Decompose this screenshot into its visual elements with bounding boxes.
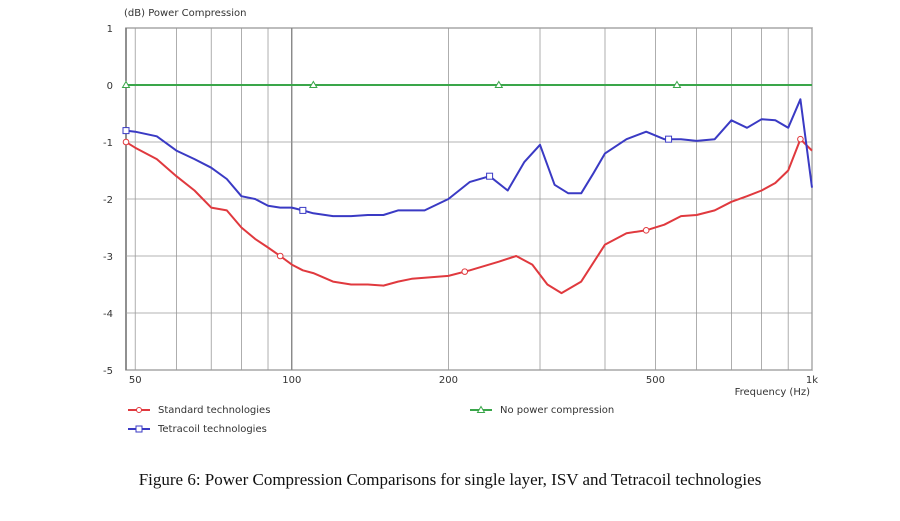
legend-marker-standard [136,407,142,413]
legend: Standard technologies Tetracoil technolo… [128,405,614,435]
series-marker-tetracoil-3 [665,135,673,143]
legend-marker-no-compression [476,405,486,413]
series-lines [121,80,813,295]
legend-item-standard: Standard technologies [128,405,270,416]
series-marker-tetracoil-0 [122,127,130,135]
series-marker-standard-4 [797,135,804,143]
x-tick-label-50: 50 [129,375,142,386]
legend-label-standard: Standard technologies [158,405,270,416]
legend-label-tetracoil: Tetracoil technologies [157,424,267,435]
series-marker-no-compression-3 [672,80,682,88]
y-tick-label--4: -4 [103,309,113,320]
legend-item-no-compression: No power compression [470,405,614,416]
series-marker-standard-1 [276,252,284,260]
series-marker-standard-0 [122,138,130,146]
legend-item-tetracoil: Tetracoil technologies [128,424,267,435]
x-axis-label: Frequency (Hz) [735,387,811,398]
legend-label-no-compression: No power compression [500,405,614,416]
series-marker-no-compression-2 [494,80,504,88]
y-tick-label-1: 1 [107,24,113,35]
y-tick-label-0: 0 [107,81,113,92]
x-tick-label-100: 100 [282,375,301,386]
x-tick-label-1k: 1k [806,375,818,386]
x-tick-labels: 50 100 200 500 1k [129,375,818,386]
y-tick-label--5: -5 [103,366,113,377]
y-tick-labels: 1 0 -1 -2 -3 -4 -5 [103,24,113,377]
series-marker-no-compression-1 [308,80,318,88]
x-tick-label-200: 200 [439,375,458,386]
x-tick-label-500: 500 [646,375,665,386]
y-tick-label--1: -1 [103,138,113,149]
series-marker-no-compression-0 [121,80,131,88]
series-line-tetracoil [125,98,813,218]
series-marker-tetracoil-2 [486,172,494,180]
series-marker-standard-2 [461,268,469,275]
legend-marker-tetracoil [135,425,143,433]
series-marker-tetracoil-1 [299,206,307,214]
series-line-standard [125,138,813,295]
y-tick-label--3: -3 [103,252,113,263]
series-marker-standard-3 [642,227,650,234]
y-axis-label: (dB) Power Compression [124,8,247,19]
figure-caption: Figure 6: Power Compression Comparisons … [138,470,762,489]
y-tick-label--2: -2 [103,195,113,206]
power-compression-chart: 1 0 -1 -2 -3 -4 -5 50 100 200 500 1k (dB) Power Co… [103,8,818,435]
